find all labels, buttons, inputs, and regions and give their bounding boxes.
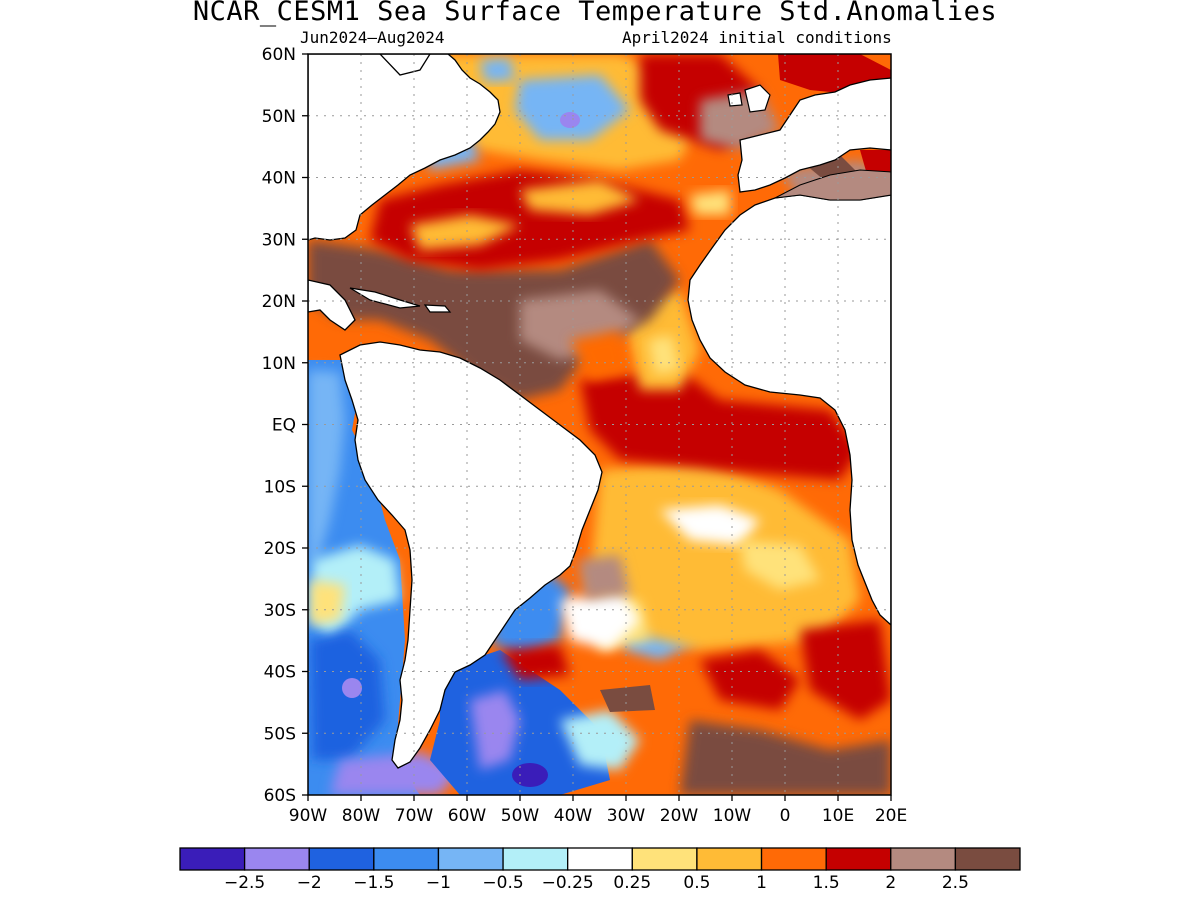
colorbar-label: −1: [426, 873, 451, 893]
lon-label: 80W: [342, 806, 381, 826]
colorbar-label: −0.5: [482, 873, 523, 893]
lat-label: 50S: [264, 724, 296, 744]
lon-label: 90W: [289, 806, 328, 826]
colorbar-label: −1.5: [353, 873, 394, 893]
axis-ticks: [302, 53, 892, 801]
lat-label: 30N: [262, 230, 296, 250]
longitude-labels: 90W 80W 70W 60W 50W 40W 30W 20W 10W 0 10E 20E: [289, 806, 907, 826]
colorbar-swatch: [373, 847, 440, 871]
lat-label: EQ: [272, 416, 296, 436]
colorbar-label: 2: [885, 873, 896, 893]
lon-label: 60W: [448, 806, 487, 826]
lat-label: 10S: [264, 477, 296, 497]
lon-label: 10W: [713, 806, 752, 826]
colorbar-swatch: [179, 847, 246, 871]
lat-label: 30S: [264, 601, 296, 621]
colorbar-label: −2.5: [224, 873, 265, 893]
colorbar-swatch: [437, 847, 504, 871]
colorbar-swatch: [825, 847, 892, 871]
colorbar-label: 0.5: [683, 873, 710, 893]
lat-label: 60S: [264, 786, 296, 806]
latitude-labels: 60N 50N 40N 30N 20N 10N EQ 10S 20S 30S 40S 50S 60S: [262, 45, 296, 806]
colorbar-label: 2.5: [942, 873, 969, 893]
map-title: NCAR_CESM1 Sea Surface Temperature Std.A…: [192, 0, 998, 27]
lat-label: 50N: [262, 107, 296, 127]
colorbar-swatch: [243, 847, 310, 871]
land-north-america: [308, 54, 501, 241]
anomaly-field: [308, 54, 891, 795]
lon-label: 30W: [607, 806, 646, 826]
land-africa: [687, 194, 891, 626]
initial-conditions: April2024 initial conditions: [622, 28, 892, 47]
colorbar-label: 1: [756, 873, 767, 893]
colorbar-swatch: [567, 847, 633, 871]
land-south-america: [339, 341, 603, 769]
colorbar-legend: [179, 847, 1021, 871]
colorbar-swatch: [760, 847, 827, 871]
lon-label: 50W: [501, 806, 540, 826]
lat-label: 60N: [262, 45, 296, 65]
colorbar-swatch: [954, 847, 1021, 871]
lon-label: 40W: [554, 806, 593, 826]
colorbar-swatch: [890, 847, 957, 871]
lat-label: 40S: [264, 663, 296, 683]
colorbar-swatch: [631, 847, 698, 871]
lat-label: 10N: [262, 354, 296, 374]
graticule: [308, 54, 891, 795]
lat-label: 20N: [262, 292, 296, 312]
colorbar-swatch: [696, 847, 763, 871]
lon-label: 0: [780, 806, 791, 826]
colorbar-label: −0.25: [542, 873, 594, 893]
colorbar-label: 1.5: [813, 873, 840, 893]
lon-label: 10E: [822, 806, 854, 826]
colorbar-label: −2: [297, 873, 322, 893]
forecast-period: Jun2024–Aug2024: [300, 28, 445, 47]
lon-label: 70W: [395, 806, 434, 826]
lon-label: 20W: [660, 806, 699, 826]
lat-label: 40N: [262, 169, 296, 189]
colorbar-label: 0.25: [613, 873, 651, 893]
colorbar-swatch: [502, 847, 569, 871]
land-europe: [737, 77, 891, 193]
colorbar-labels: −2.5 −2 −1.5 −1 −0.5 −0.25 0.25 0.5 1 1.5 2 2.5: [224, 873, 969, 893]
lat-label: 20S: [264, 539, 296, 559]
lon-label: 20E: [875, 806, 907, 826]
colorbar-swatch: [308, 847, 375, 871]
